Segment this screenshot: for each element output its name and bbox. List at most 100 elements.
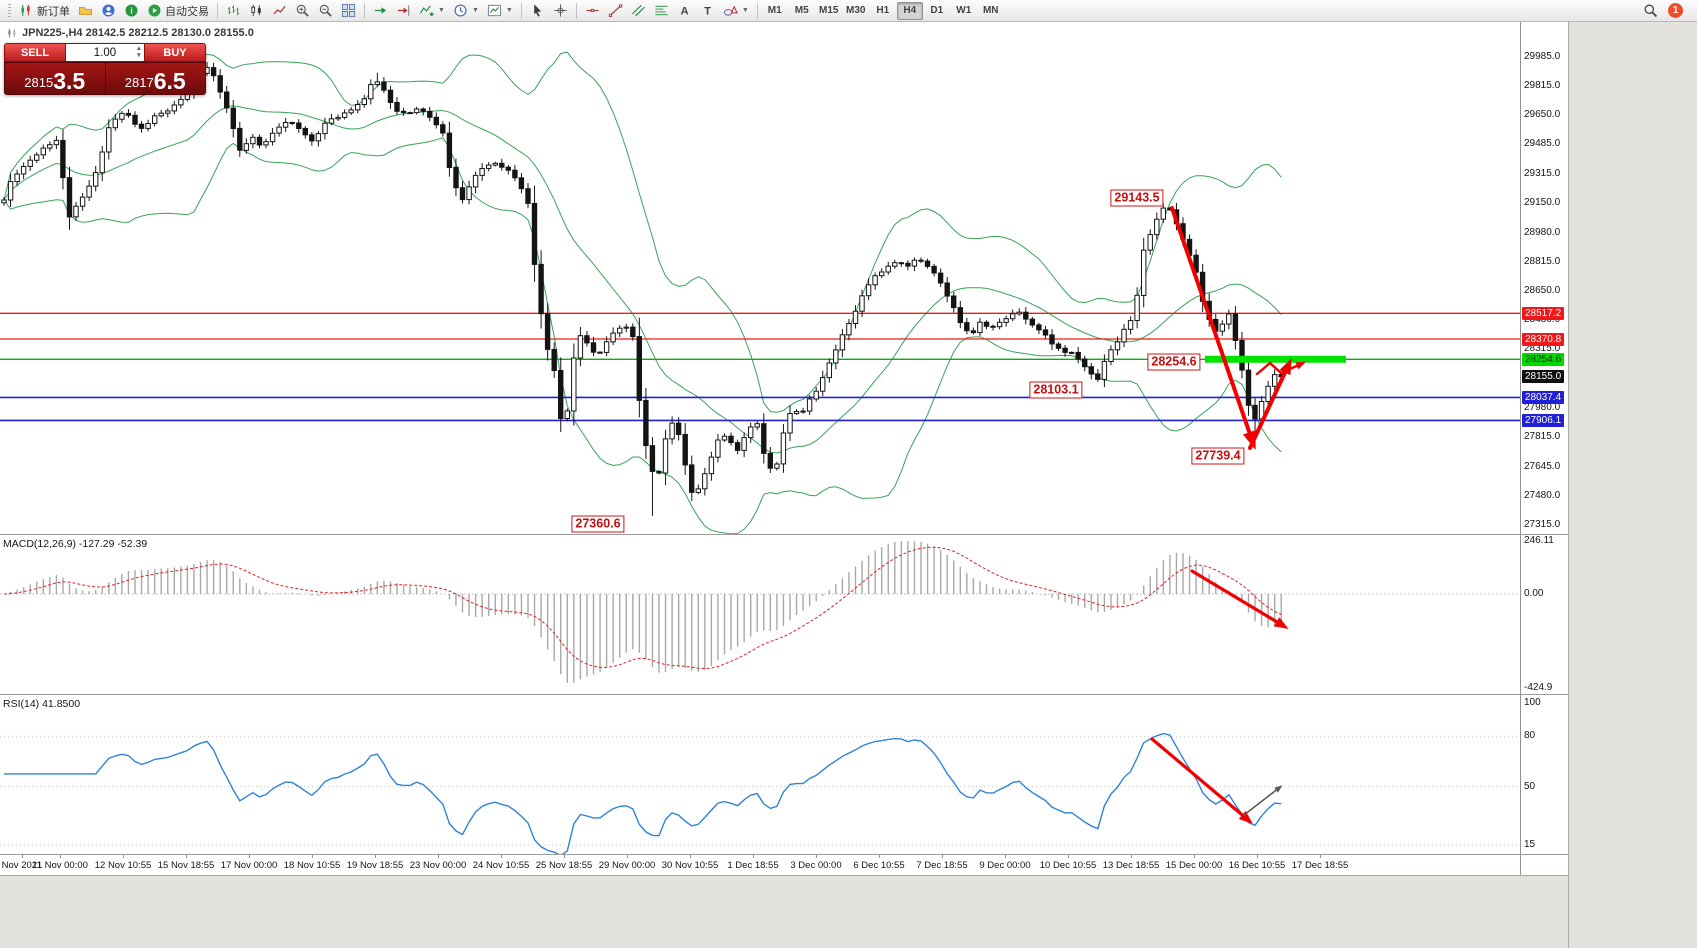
panel-splitter[interactable] <box>0 694 1568 695</box>
buy-button[interactable]: BUY <box>144 43 206 62</box>
horizontal-line-button[interactable] <box>581 1 604 21</box>
templates-button[interactable]: ▼ <box>483 1 517 21</box>
crosshair-button[interactable] <box>549 1 572 21</box>
shapes-icon <box>723 5 738 16</box>
timeframe-button-m5[interactable]: M5 <box>794 5 809 16</box>
rsi-label: RSI(14) 41.8500 <box>3 698 81 710</box>
profile-button[interactable] <box>97 1 120 21</box>
price-annotation[interactable]: 27360.6 <box>571 515 625 533</box>
time-tick <box>1194 855 1195 858</box>
sell-price-big: 3.5 <box>53 68 86 94</box>
macd-panel-chart[interactable] <box>0 535 1520 694</box>
trend-arrow[interactable] <box>1243 787 1280 816</box>
toolbar-grip <box>8 3 11 18</box>
price-tick: 27645.0 <box>1524 460 1561 472</box>
buy-price[interactable]: 2817 6.5 <box>104 62 206 95</box>
shapes-button[interactable]: ▼ <box>719 1 753 21</box>
time-tick <box>1257 855 1258 858</box>
community-button[interactable]: i <box>120 1 143 21</box>
volume-spinner[interactable]: 1.00 ▲ ▼ <box>66 43 144 62</box>
volume-spin-buttons[interactable]: ▲ ▼ <box>136 45 142 59</box>
time-tick <box>1068 855 1069 858</box>
timeframe-button-h4[interactable]: H4 <box>896 1 923 20</box>
timeframe-button-w1[interactable]: W1 <box>956 5 972 16</box>
channel-icon <box>631 4 645 17</box>
search-button[interactable] <box>1639 1 1662 21</box>
price-annotation[interactable]: 28254.6 <box>1147 353 1201 371</box>
new-order-icon <box>21 4 30 17</box>
fibonacci-button[interactable] <box>650 1 673 21</box>
timeframe-button-m15[interactable]: M15 <box>819 5 839 16</box>
template-icon <box>487 4 501 17</box>
candlestick-chart-button[interactable] <box>245 1 268 21</box>
trend-arrow[interactable] <box>1150 737 1249 821</box>
rsi-axis-tick: 100 <box>1524 697 1541 708</box>
zoom-in-icon <box>296 4 309 17</box>
zoom-in-button[interactable] <box>291 1 314 21</box>
new-order-button[interactable]: 新订单 <box>15 1 74 21</box>
time-label: 9 Dec 00:00 <box>979 860 1031 871</box>
cursor-button[interactable] <box>526 1 549 21</box>
macd-signal-line <box>3 546 1282 670</box>
tile-windows-button[interactable] <box>337 1 360 21</box>
chart-gallery-button[interactable] <box>74 1 97 21</box>
zoom-out-button[interactable] <box>314 1 337 21</box>
price-tick: 29650.0 <box>1524 109 1561 121</box>
price-tick: 29985.0 <box>1524 50 1561 62</box>
time-label: 16 Dec 10:55 <box>1228 860 1286 871</box>
panel-splitter[interactable] <box>0 534 1568 535</box>
timeframe-button-mn[interactable]: MN <box>982 5 999 16</box>
toolbar-separator <box>756 2 758 19</box>
timeframe-button-m30[interactable]: M30 <box>846 5 866 16</box>
time-tick <box>249 855 250 858</box>
price-axis[interactable]: 29985.0 29815.0 29650.0 29485.0 29315.0 29150… <box>1520 22 1568 875</box>
rsi-panel-chart[interactable] <box>0 695 1520 854</box>
spin-down-icon[interactable]: ▼ <box>135 52 142 59</box>
bollinger-band <box>3 105 1282 454</box>
periods-button[interactable]: ▼ <box>449 1 483 21</box>
sell-price[interactable]: 2815 3.5 <box>4 62 105 95</box>
trend-arrow[interactable] <box>1190 569 1284 627</box>
price-tick: 28480.0 <box>1524 314 1561 326</box>
chart-shift-button[interactable] <box>392 1 415 21</box>
price-tick: 29150.0 <box>1524 196 1561 208</box>
macd-axis-tick: 0.00 <box>1524 588 1544 599</box>
price-annotation[interactable]: 28103.1 <box>1029 381 1083 399</box>
panel-splitter[interactable] <box>0 854 1568 855</box>
auto-scroll-button[interactable] <box>369 1 392 21</box>
sell-button[interactable]: SELL <box>4 43 66 62</box>
sell-price-small: 2815 <box>24 75 54 90</box>
label-button[interactable]: T <box>696 1 719 21</box>
autotrade-play-icon <box>148 4 161 17</box>
spin-up-icon[interactable]: ▲ <box>135 45 142 52</box>
trend-arrow[interactable] <box>1255 361 1303 376</box>
bollinger-band <box>3 137 1282 534</box>
clock-icon <box>454 4 467 17</box>
time-tick <box>816 855 817 858</box>
chevron-down-icon: ▼ <box>471 7 479 14</box>
search-icon <box>1644 4 1658 18</box>
time-tick <box>690 855 691 858</box>
trend-arrow[interactable] <box>1170 206 1254 442</box>
indicators-button[interactable]: ▼ <box>415 1 449 21</box>
timeframe-button-h1[interactable]: H1 <box>876 5 890 16</box>
rsi-line <box>4 732 1282 854</box>
trendline-button[interactable] <box>604 1 627 21</box>
time-axis[interactable]: Nov 2021 11 Nov 00:00 12 Nov 10:55 15 Nov 1… <box>0 855 1520 875</box>
channel-button[interactable] <box>627 1 650 21</box>
time-label: Nov 2021 <box>1 860 43 871</box>
main-price-chart[interactable] <box>0 22 1520 534</box>
timeframe-button-d1[interactable]: D1 <box>930 5 944 16</box>
price-annotation[interactable]: 29143.5 <box>1110 189 1164 207</box>
time-label: 18 Nov 10:55 <box>283 860 341 871</box>
notifications-badge[interactable]: 1 <box>1668 3 1683 18</box>
price-annotation[interactable]: 27739.4 <box>1191 447 1245 465</box>
line-chart-button[interactable] <box>268 1 291 21</box>
price-level-label: 28517.2 <box>1522 306 1565 320</box>
text-button[interactable]: A <box>673 1 696 21</box>
time-label: 23 Nov 00:00 <box>409 860 467 871</box>
bar-chart-button[interactable] <box>222 1 245 21</box>
trend-arrow[interactable] <box>1248 364 1290 450</box>
auto-trading-button[interactable]: 自动交易 <box>143 1 213 21</box>
timeframe-button-m1[interactable]: M1 <box>767 5 782 16</box>
